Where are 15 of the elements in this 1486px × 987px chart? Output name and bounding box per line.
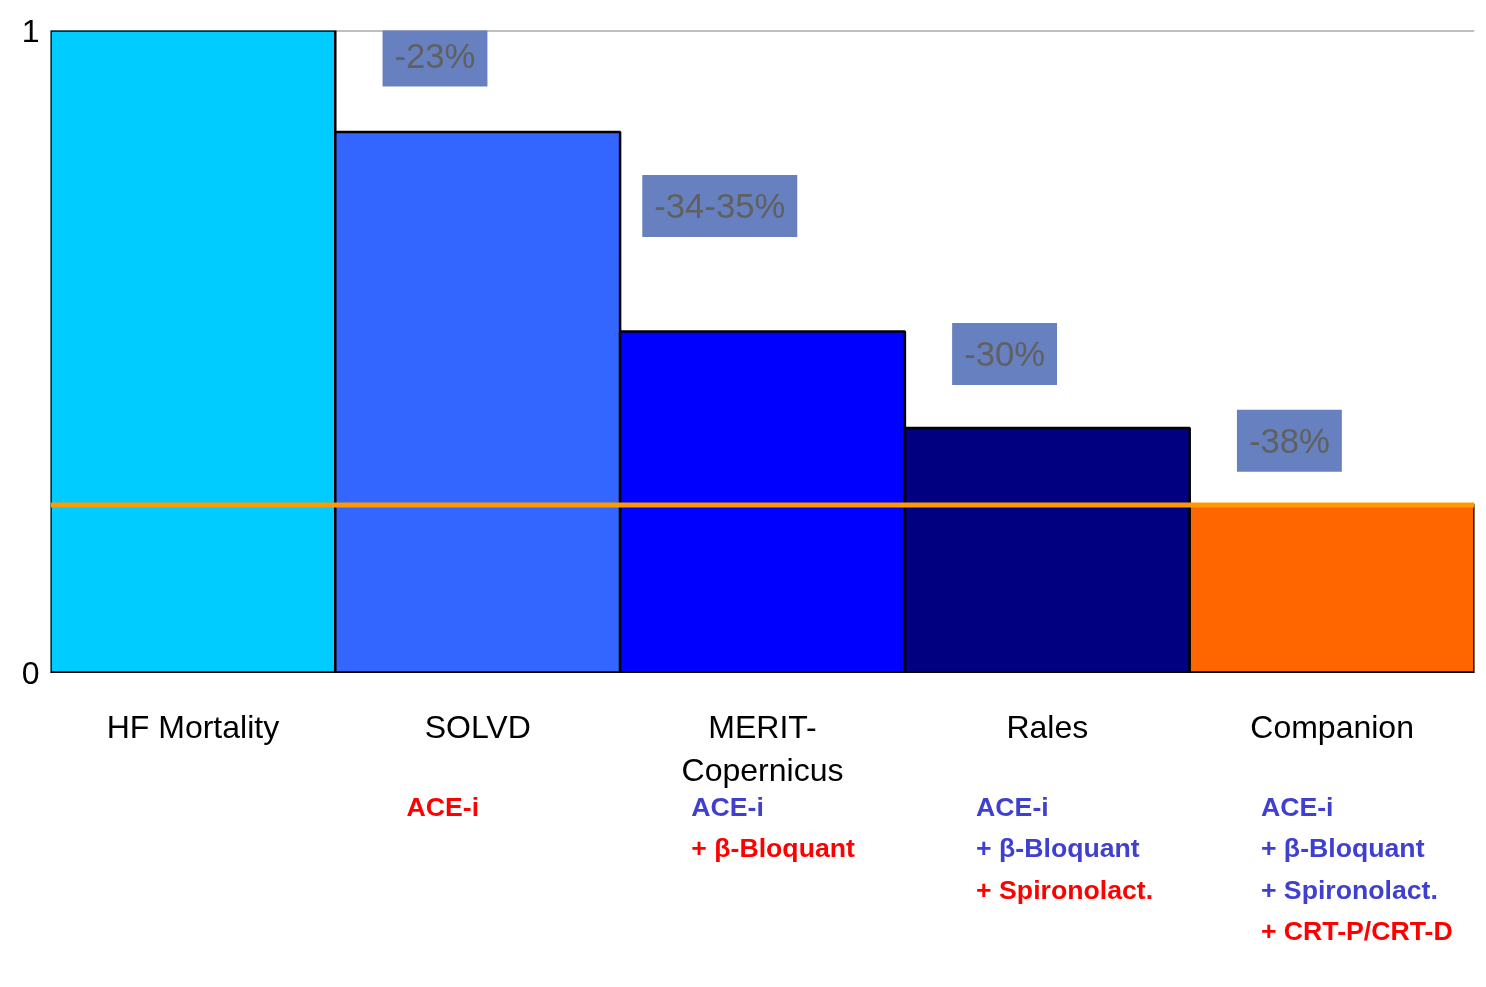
text: ACE-i + β-Bloquant — [691, 792, 856, 864]
y-tick-label: 1 — [21, 12, 40, 49]
x-tick-label: SOLVD — [424, 708, 531, 745]
annotation: -23% — [394, 36, 476, 75]
x-tick-label: Rales — [1006, 708, 1089, 745]
annotation: -38% — [1248, 421, 1330, 460]
text: ACE-i — [406, 792, 480, 823]
x-tick-label: MERIT-Copernicus — [681, 708, 844, 788]
annotation: -30% — [964, 335, 1046, 374]
text: ACE-i + β-Bloquant + Spironolact. + CRT-P/CRT-D — [1260, 792, 1453, 946]
text: ACE-i + β-Bloquant + Spironolact. — [976, 792, 1154, 905]
x-tick-label: HF Mortality — [106, 708, 280, 745]
x-tick-label: Companion — [1250, 708, 1414, 745]
y-tick-label: 0 — [21, 654, 40, 691]
annotation: -34-35% — [654, 187, 786, 226]
